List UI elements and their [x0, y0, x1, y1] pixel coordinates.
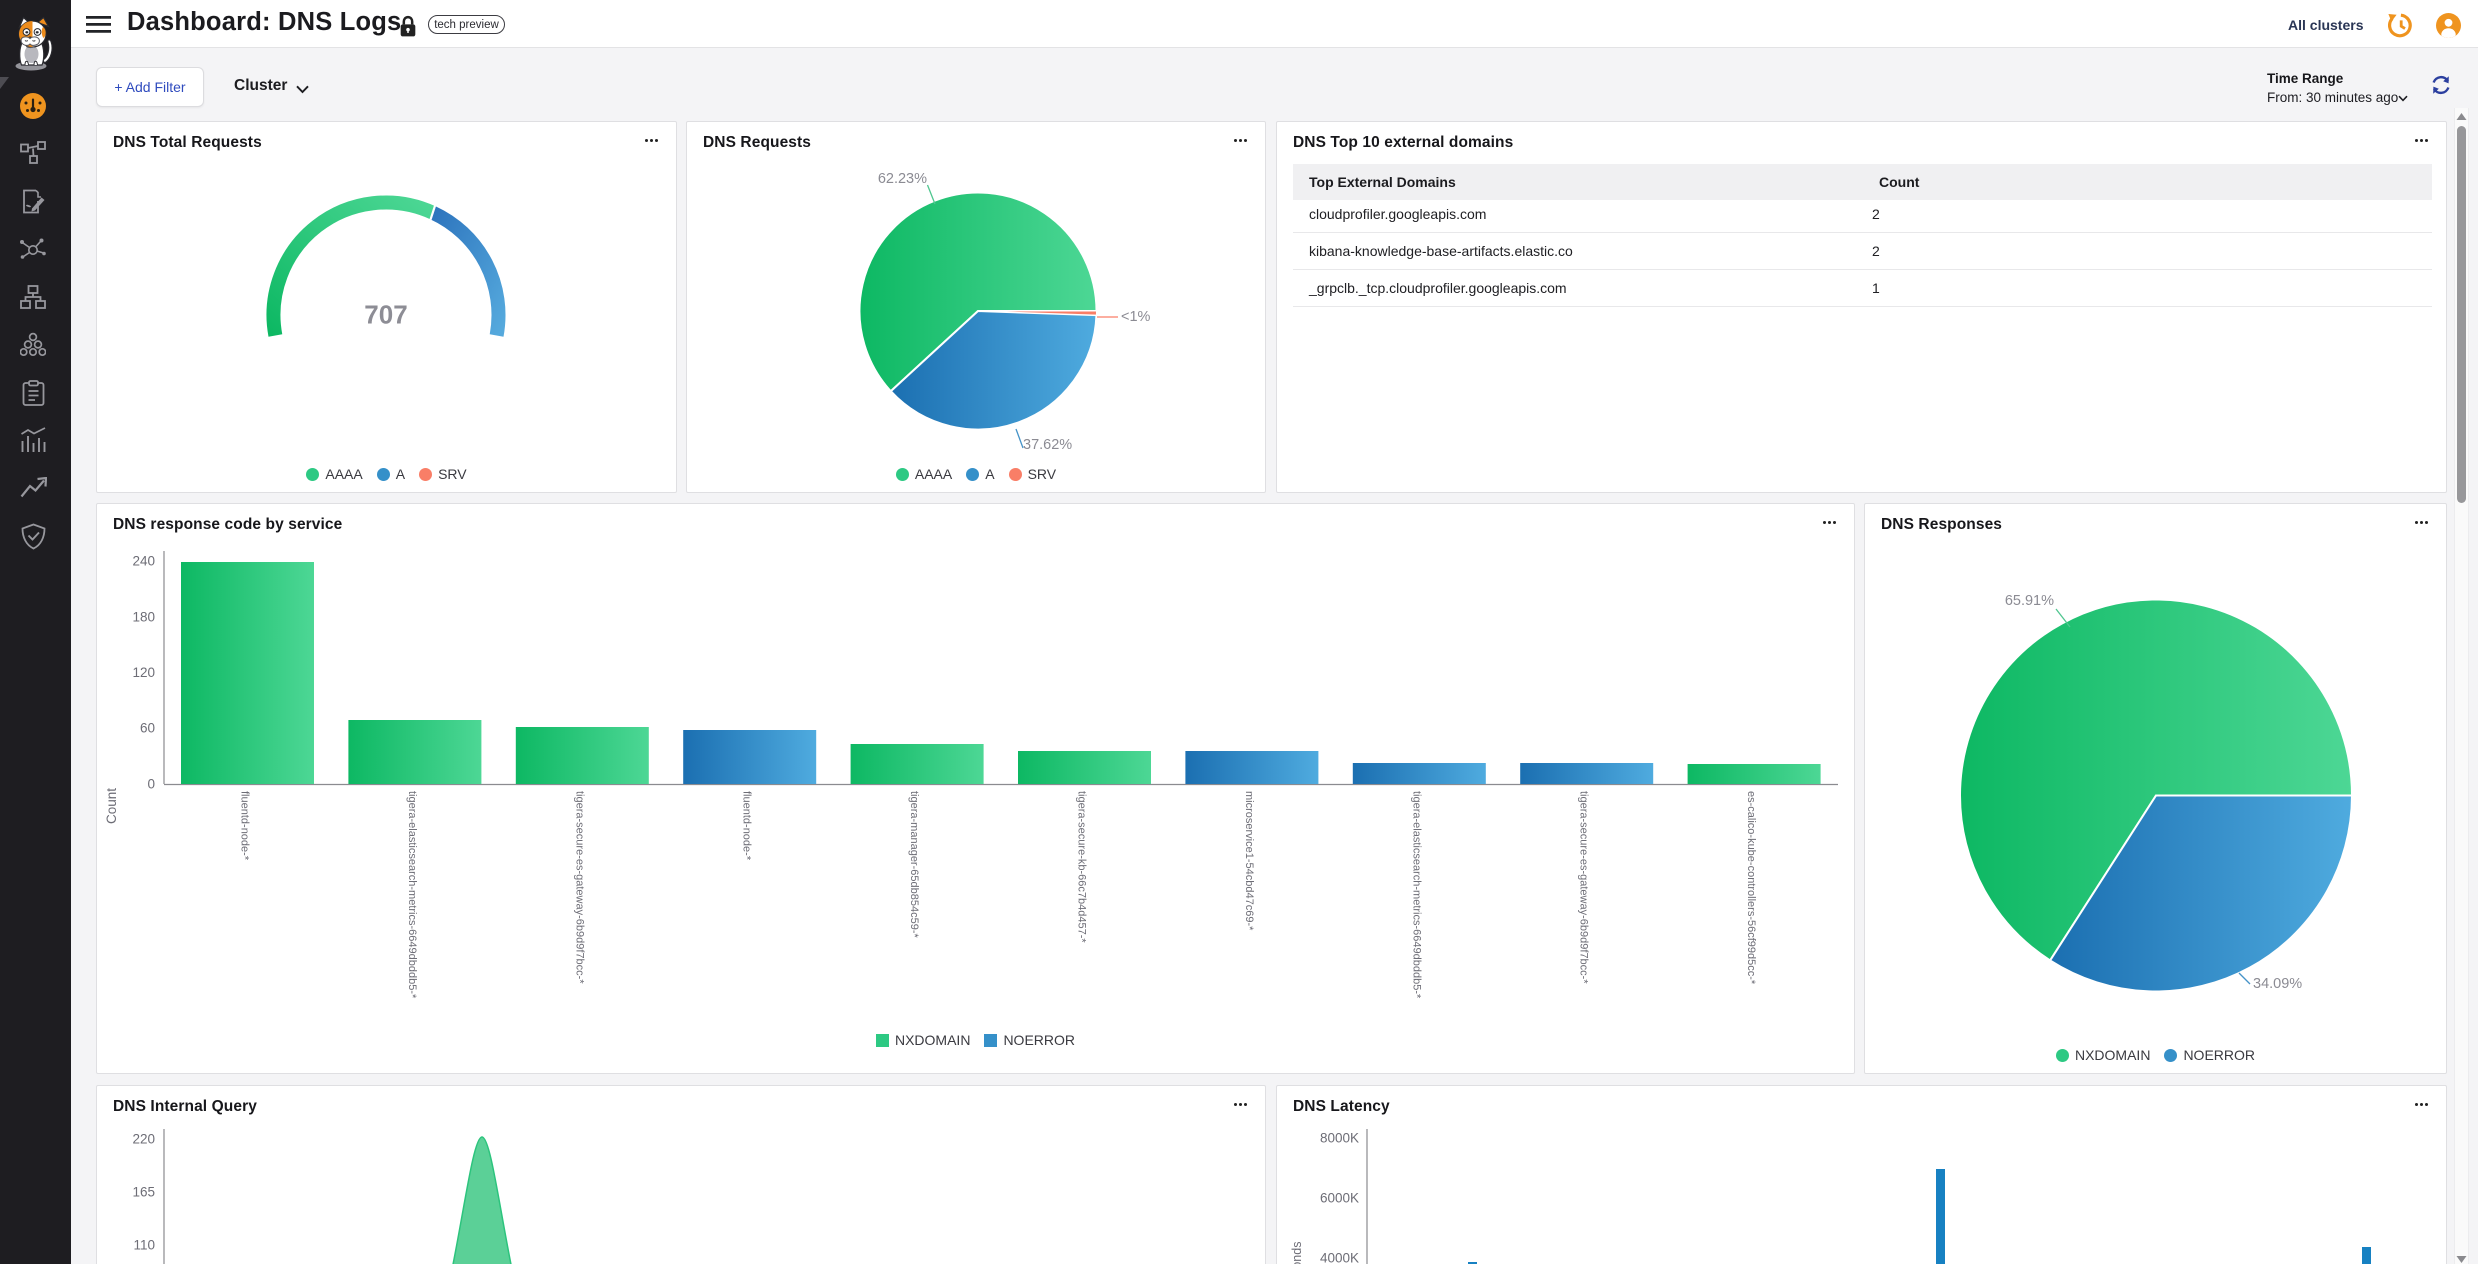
svg-text:tigera-secure-kb-66c7b4d457-*: tigera-secure-kb-66c7b4d457-* [1076, 791, 1088, 943]
svg-text:65.91%: 65.91% [2005, 593, 2054, 609]
svg-text:62.23%: 62.23% [878, 171, 927, 187]
svg-text:4000K: 4000K [1320, 1251, 1359, 1264]
svg-text:0: 0 [147, 777, 155, 792]
svg-text:tigera-elasticsearch-metrics-6: tigera-elasticsearch-metrics-6649dbddb5-… [406, 791, 418, 999]
svg-text:Nanoseconds: Nanoseconds [1290, 1242, 1304, 1264]
svg-text:220: 220 [132, 1132, 155, 1147]
svg-text:165: 165 [132, 1185, 155, 1200]
svg-text:<1%: <1% [1121, 309, 1151, 325]
svg-text:120: 120 [132, 665, 155, 680]
svg-text:707: 707 [364, 300, 407, 330]
svg-text:tigera-secure-es-gateway-6b9d9: tigera-secure-es-gateway-6b9d9f7bcc-* [1578, 791, 1590, 984]
svg-text:110: 110 [133, 1238, 155, 1253]
svg-text:240: 240 [132, 554, 155, 569]
svg-text:tigera-secure-es-gateway-6b9d9: tigera-secure-es-gateway-6b9d9f7bcc-* [573, 791, 585, 984]
svg-text:6000K: 6000K [1320, 1191, 1359, 1206]
svg-text:fluentd-node-*: fluentd-node-* [239, 791, 251, 861]
svg-text:microservice1-54cbd47c69-*: microservice1-54cbd47c69-* [1243, 791, 1255, 931]
svg-text:60: 60 [140, 721, 155, 736]
svg-text:34.09%: 34.09% [2253, 976, 2302, 992]
svg-text:8000K: 8000K [1320, 1131, 1359, 1146]
svg-text:37.62%: 37.62% [1023, 437, 1072, 453]
svg-text:es-calico-kube-controllers-56c: es-calico-kube-controllers-56cf99d5cc-* [1745, 791, 1757, 985]
svg-text:tigera-elasticsearch-metrics-6: tigera-elasticsearch-metrics-6649dbddb5-… [1410, 791, 1422, 999]
svg-text:fluentd-node-*: fluentd-node-* [741, 791, 753, 861]
svg-text:Count: Count [104, 788, 119, 824]
svg-text:tigera-manager-65db854c59-*: tigera-manager-65db854c59-* [908, 791, 920, 938]
svg-text:180: 180 [132, 609, 155, 624]
